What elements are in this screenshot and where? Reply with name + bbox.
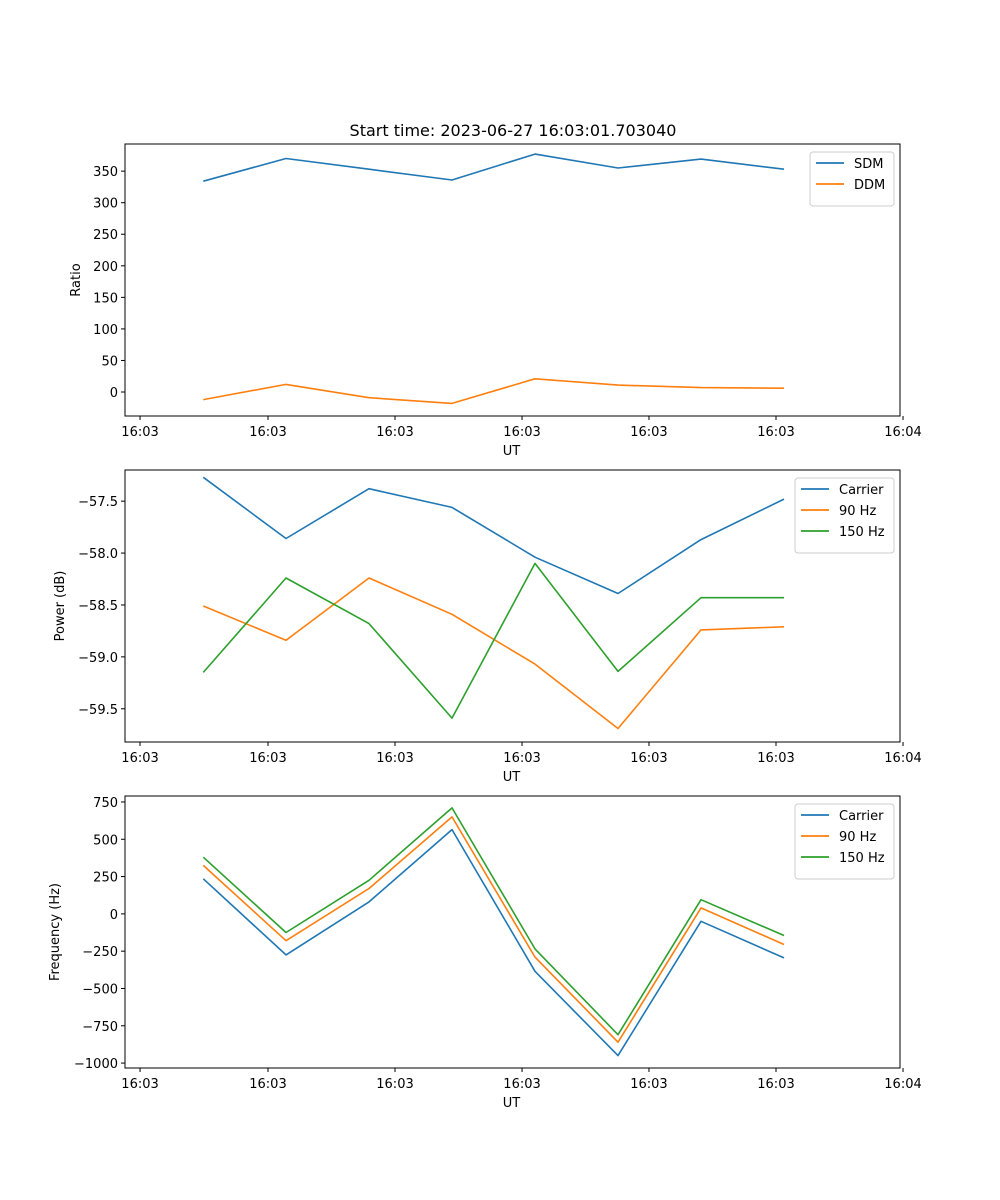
y-axis-label: Frequency (Hz) [48,883,63,981]
x-tick-label: 16:03 [121,1077,158,1092]
y-tick-label: 0 [110,386,118,401]
y-tick-label: 0 [110,908,118,923]
x-tick-label: 16:03 [376,425,413,440]
series-line-1-2 [203,377,785,405]
legend: Carrier 90 Hz 150 Hz [794,803,895,880]
legend-label: Carrier [839,483,884,498]
y-tick-label: 300 [93,197,118,212]
x-tick-label: 16:03 [376,1077,413,1092]
chart-panel-1: 16:03 16:03 16:03 16:03 16:03 16:03 16:04 0 50 10… [69,143,922,459]
legend-label: 150 Hz [839,525,885,540]
y-tick-label: −59.5 [78,703,118,718]
legend: SDM DDM [809,151,895,207]
x-tick-label: 16:03 [121,751,158,766]
y-tick-label: 350 [93,165,118,180]
series-line-2-3 [202,562,784,719]
x-tick-label: 16:03 [630,1077,667,1092]
x-tick-label: 16:03 [630,425,667,440]
legend-label: SDM [854,157,883,172]
y-tick-label: −1000 [74,1057,118,1072]
x-tick-label: 16:03 [503,751,540,766]
x-tick-label: 16:03 [503,1077,540,1092]
x-axis-label: UT [503,770,521,785]
x-tick-label: 16:03 [121,425,158,440]
x-tick-label: 16:04 [884,1077,921,1092]
y-tick-label: 750 [93,796,118,811]
y-tick-label: 500 [93,833,118,848]
y-tick-label: −250 [82,945,118,960]
x-tick-label: 16:03 [503,425,540,440]
x-tick-label: 16:03 [757,1077,794,1092]
chart-title: Start time: 2023-06-27 16:03:01.703040 [350,121,677,140]
x-tick-label: 16:04 [884,425,921,440]
y-tick-label: 50 [101,354,118,369]
series-line-3-1 [202,828,785,1057]
series-line-3-2 [202,816,785,1043]
x-tick-label: 16:03 [249,425,286,440]
x-tick-label: 16:03 [376,751,413,766]
legend-label: 90 Hz [839,504,876,519]
y-axis-label: Ratio [69,263,84,296]
x-tick-label: 16:03 [249,751,286,766]
x-axis-label: UT [503,1096,521,1111]
x-tick-label: 16:03 [757,751,794,766]
y-tick-label: 250 [93,228,118,243]
y-tick-label: 200 [93,260,118,275]
y-tick-label: −59.0 [78,651,118,666]
chart-panel-2: 16:03 16:03 16:03 16:03 16:03 16:03 16:04 −59.5… [53,469,922,785]
legend-box [794,803,895,880]
legend-box [809,151,895,207]
x-tick-label: 16:04 [884,751,921,766]
x-tick-label: 16:03 [630,751,667,766]
y-tick-label: −750 [82,1020,118,1035]
axes-frame [124,795,901,1069]
y-tick-label: 150 [93,291,118,306]
y-tick-label: −57.5 [78,495,118,510]
axes-frame [124,469,901,743]
x-tick-label: 16:03 [757,425,794,440]
series-line-1-1 [203,153,785,182]
y-axis-label: Power (dB) [53,571,68,642]
axes-frame [124,143,901,417]
legend: Carrier 90 Hz 150 Hz [794,477,895,554]
y-tick-label: 250 [93,871,118,886]
legend-label: Carrier [839,809,884,824]
legend-label: 90 Hz [839,830,876,845]
y-tick-label: −58.5 [78,599,118,614]
legend-box [794,477,895,554]
x-tick-label: 16:03 [249,1077,286,1092]
series-line-2-1 [202,476,785,595]
legend-label: DDM [854,178,885,193]
y-tick-label: −500 [82,982,118,997]
y-tick-label: −58.0 [78,547,118,562]
y-tick-label: 100 [93,323,118,338]
legend-label: 150 Hz [839,851,885,866]
series-line-3-3 [202,807,785,1036]
chart-panel-3: 16:03 16:03 16:03 16:03 16:03 16:03 16:04 −1000… [48,795,922,1111]
x-axis-label: UT [503,444,521,459]
